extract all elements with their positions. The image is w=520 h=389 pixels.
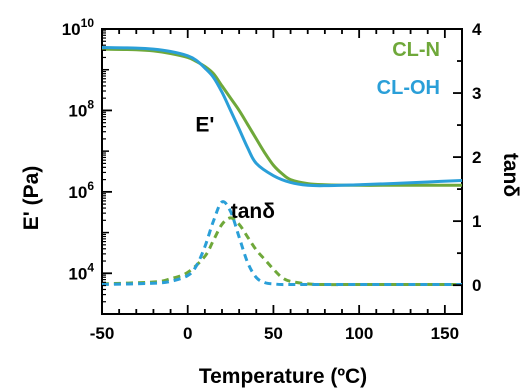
y-tick-label: 106	[68, 179, 94, 202]
y2-tick-label: 2	[472, 148, 481, 167]
x-axis-title: Temperature (ºC)	[199, 365, 367, 388]
y-axis-title: E' (Pa)	[20, 166, 43, 231]
y2-axis-title: tanδ	[499, 153, 520, 197]
x-tick-label: 100	[345, 324, 373, 343]
y2-tick-label: 0	[472, 276, 481, 295]
tan-delta-line-cl-n	[101, 216, 462, 287]
y2-tick-label: 1	[472, 212, 481, 231]
annotation-tan-delta: tanδ	[231, 200, 275, 223]
y-tick-label: 108	[68, 97, 94, 120]
annotation-e-prime: E'	[195, 114, 214, 137]
storage-modulus-line-cl-oh	[101, 46, 463, 188]
plot-frame	[101, 28, 463, 315]
x-tick-label: 0	[183, 324, 192, 343]
y2-tick-label: 4	[472, 20, 482, 39]
legend-entry-cl-n: CL-N	[392, 39, 440, 61]
y2-tick-label: 3	[472, 84, 481, 103]
storage-modulus-line-cl-n	[101, 47, 462, 187]
x-tick-label: 150	[431, 324, 459, 343]
x-tick-label: -50	[90, 324, 115, 343]
y-tick-label: 1010	[62, 16, 95, 39]
x-tick-label: 50	[264, 324, 283, 343]
legend-entry-cl-oh: CL-OH	[377, 77, 440, 99]
tan-delta-line-cl-oh	[101, 200, 462, 287]
y-tick-label: 104	[68, 260, 94, 283]
